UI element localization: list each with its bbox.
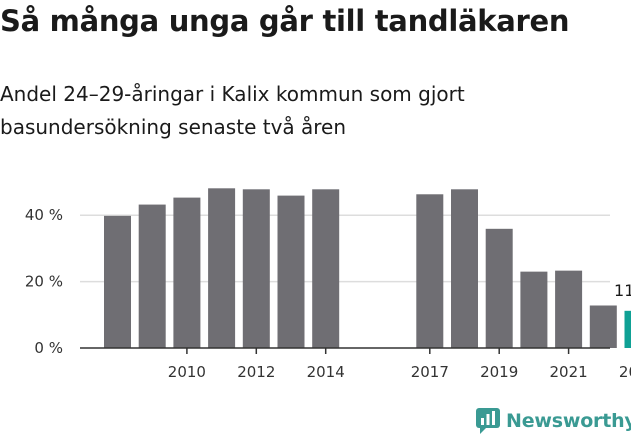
bar (173, 197, 201, 348)
bar (416, 194, 444, 348)
bar (520, 271, 548, 348)
bar (208, 188, 236, 348)
bar (555, 270, 583, 348)
bar (242, 189, 270, 348)
bar (589, 305, 617, 348)
brand-name: Newsworthy (506, 410, 631, 432)
y-tick-label: 20 % (25, 273, 63, 291)
newsworthy-brand: Newsworthy (476, 408, 631, 434)
bar-chart: 0 % 20 % 40 % 11,2 % 2010 2012 2014 2017 2019 202… (25, 188, 631, 381)
bar (277, 195, 305, 348)
newsworthy-logo-icon (476, 408, 500, 434)
x-tick-label: 2014 (307, 363, 345, 381)
bar (485, 228, 513, 348)
bar (104, 215, 131, 348)
x-tick-label: 2019 (480, 363, 518, 381)
y-tick-label: 0 % (34, 339, 63, 357)
chart-title: Så många unga går till tandläkaren (0, 4, 570, 38)
bar (312, 189, 340, 348)
x-tick-label: 2023 (619, 363, 631, 381)
x-tick-label: 2021 (550, 363, 588, 381)
y-tick-label: 40 % (25, 206, 63, 224)
value-label: 11,2 % (614, 281, 631, 300)
chart-subtitle: Andel 24–29-åringar i Kalix kommun som g… (0, 82, 465, 139)
x-tick-label: 2010 (168, 363, 206, 381)
bar-highlight (624, 310, 631, 348)
x-tick-label: 2017 (411, 363, 449, 381)
x-tick-label: 2012 (237, 363, 275, 381)
bar (138, 204, 166, 348)
bar (451, 189, 478, 348)
